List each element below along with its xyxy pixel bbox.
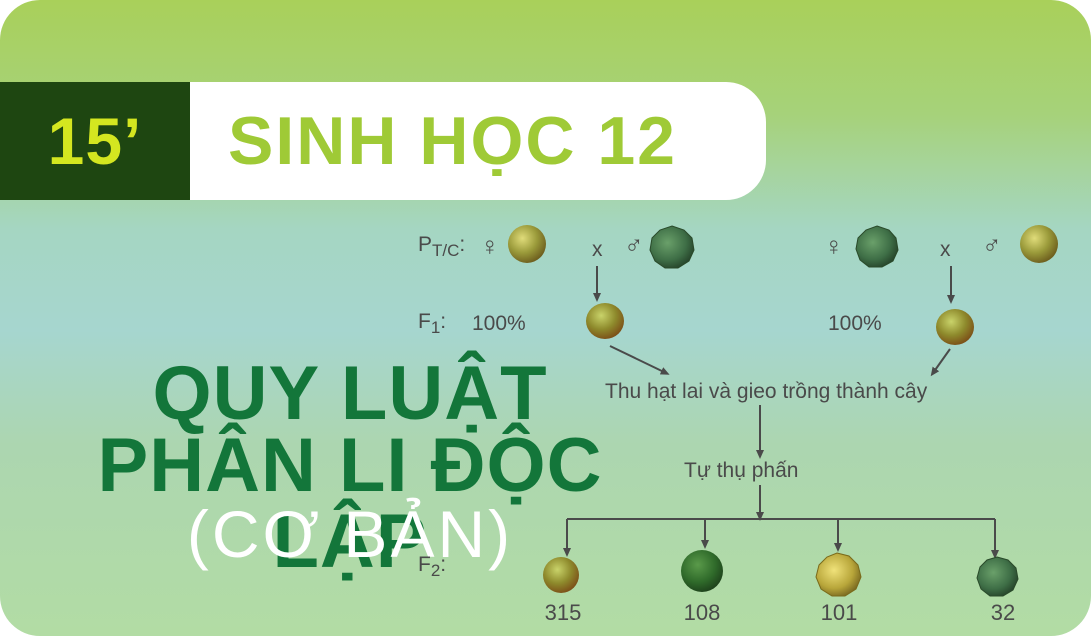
duration-text: 15’ bbox=[47, 104, 143, 178]
f1-right-seed bbox=[936, 309, 974, 345]
subject-title: SINH HỌC 12 bbox=[228, 103, 677, 179]
f2-generation-label: F2: bbox=[418, 553, 447, 581]
cross-symbol-right: x bbox=[940, 238, 951, 261]
female-symbol-left: ♀ bbox=[480, 231, 500, 261]
lesson-title-line2: PHÂN LI ĐỘC LẬP bbox=[97, 423, 603, 584]
step-self-pollination: Tự thụ phấn bbox=[684, 459, 799, 482]
f2-count-yellow-smooth: 315 bbox=[544, 600, 582, 625]
lesson-subtitle: (CƠ BẢN) bbox=[186, 497, 514, 571]
female-symbol-right: ♀ bbox=[824, 231, 844, 261]
male-symbol-left: ♂ bbox=[624, 230, 644, 260]
f1-left-seed bbox=[586, 303, 624, 339]
f1-generation-label: F1: bbox=[418, 310, 447, 338]
f1-percent-right: 100% bbox=[828, 312, 882, 335]
lesson-title-line1: QUY LUẬT bbox=[152, 351, 548, 436]
parent-female-yellow-smooth-seed bbox=[508, 225, 546, 263]
f2-green-wrinkled-seed bbox=[976, 556, 1019, 597]
subject-header: SINH HỌC 12 bbox=[190, 82, 766, 200]
f2-count-green-wrinkled: 32 bbox=[990, 600, 1016, 625]
f2-yellow-wrinkled-seed bbox=[815, 552, 862, 597]
f2-green-smooth-seed bbox=[681, 550, 723, 592]
cross-symbol-left: x bbox=[592, 238, 603, 261]
parent-male-yellow-smooth-seed bbox=[1020, 225, 1058, 263]
parent-male-green-wrinkled-seed bbox=[649, 225, 695, 269]
male-symbol-right: ♂ bbox=[982, 230, 1002, 260]
f2-yellow-smooth-seed bbox=[543, 557, 579, 593]
duration-badge: 15’ bbox=[0, 82, 190, 200]
f2-count-green-smooth: 108 bbox=[683, 600, 721, 625]
p-generation-label: PT/C: bbox=[418, 233, 466, 261]
arrow-f1-left-to-step bbox=[609, 345, 670, 375]
arrow-f1-right-to-step bbox=[930, 348, 951, 377]
f2-count-yellow-wrinkled: 101 bbox=[820, 600, 858, 625]
parent-female-green-wrinkled-seed bbox=[855, 225, 899, 268]
step-collect-and-grow: Thu hạt lai và gieo trồng thành cây bbox=[605, 380, 928, 403]
f1-percent-left: 100% bbox=[472, 312, 526, 335]
